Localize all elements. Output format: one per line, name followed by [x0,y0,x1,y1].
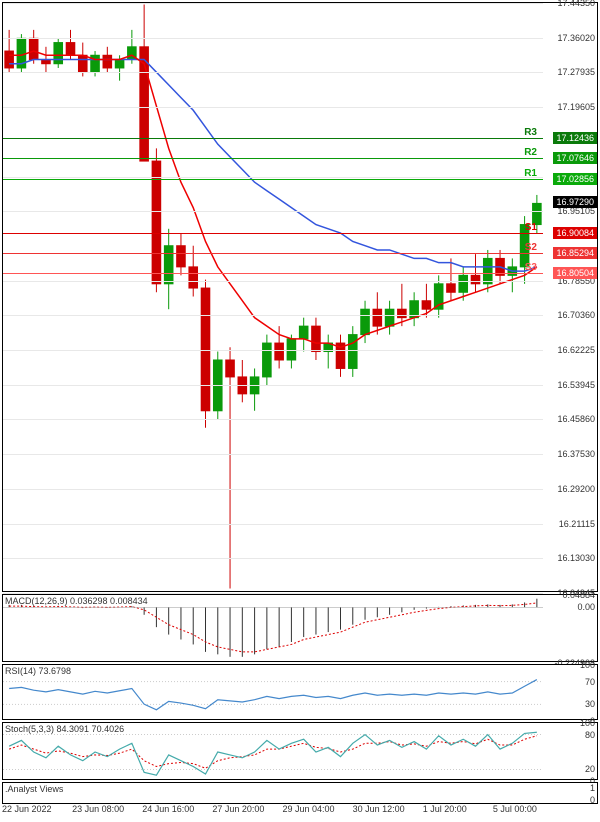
level-tag-S2: 16.85294 [553,247,597,259]
rsi-tick: 30 [585,699,595,709]
level-line-R2 [3,158,543,159]
rsi-tick: 100 [580,660,595,670]
level-label-R2: R2 [524,147,537,158]
stoch-tick: 20 [585,764,595,774]
x-tick: 24 Jun 16:00 [142,804,194,818]
stoch-panel[interactable]: Stoch(5,3,3) 84.3091 70.4026 10080200 [2,722,598,780]
level-tag-R2: 17.07646 [553,152,597,164]
level-line-R3 [3,138,543,139]
stoch-svg [3,723,543,781]
x-tick: 27 Jun 20:00 [212,804,264,818]
x-tick: 22 Jun 2022 [2,804,52,818]
level-tag-S1: 16.90084 [553,227,597,239]
analyst-title: .Analyst Views [5,784,63,794]
analyst-tick: 0 [590,795,595,805]
level-line-S1 [3,233,543,234]
level-line-S3 [3,273,543,274]
x-tick: 1 Jul 20:00 [423,804,467,818]
macd-tick: 0.00 [577,602,595,612]
level-tag-R1: 17.02856 [553,173,597,185]
level-label-S3: S3 [525,262,537,273]
y-tick: 16.21115 [559,519,595,529]
y-tick: 16.13030 [557,553,595,563]
rsi-svg [3,665,543,721]
price-chart-svg [3,3,599,593]
y-tick: 17.27935 [557,67,595,77]
y-tick: 16.45860 [557,414,595,424]
y-tick: 16.70360 [557,310,595,320]
analyst-panel[interactable]: .Analyst Views 1 0 [2,782,598,804]
level-label-S1: S1 [525,222,537,233]
y-tick: 16.53945 [557,380,595,390]
analyst-tick: 1 [590,783,595,793]
stoch-tick: 100 [580,718,595,728]
y-tick: 17.36020 [557,33,595,43]
level-label-S2: S2 [525,242,537,253]
x-axis: 22 Jun 2022 23 Jun 08:00 24 Jun 16:00 27 Ju… [2,804,542,820]
level-tag-S3: 16.80504 [553,267,597,279]
macd-tick: 0.04884 [562,590,595,600]
price-panel[interactable]: R3R2R1S1S2S3 17.4435017.3602017.2793517.… [2,2,598,592]
level-label-R3: R3 [524,127,537,138]
rsi-tick: 70 [585,677,595,687]
y-tick: 17.19605 [557,102,595,112]
level-tag-R3: 17.12436 [553,132,597,144]
y-tick: 16.62225 [557,345,595,355]
y-tick: 17.44350 [557,0,595,8]
x-tick: 30 Jun 12:00 [353,804,405,818]
x-tick: 5 Jul 00:00 [493,804,537,818]
level-line-S2 [3,253,543,254]
y-tick: 16.29200 [557,484,595,494]
y-tick: 16.37530 [557,449,595,459]
stoch-tick: 80 [585,730,595,740]
rsi-panel[interactable]: RSI(14) 73.6798 10070300 [2,664,598,720]
macd-svg [3,595,543,663]
level-line-R1 [3,179,543,180]
macd-panel[interactable]: MACD(12,26,9) 0.036298 0.008434 0.048840… [2,594,598,662]
x-tick: 23 Jun 08:00 [72,804,124,818]
x-tick: 29 Jun 04:00 [283,804,335,818]
level-tag-price: 16.97290 [553,196,597,208]
